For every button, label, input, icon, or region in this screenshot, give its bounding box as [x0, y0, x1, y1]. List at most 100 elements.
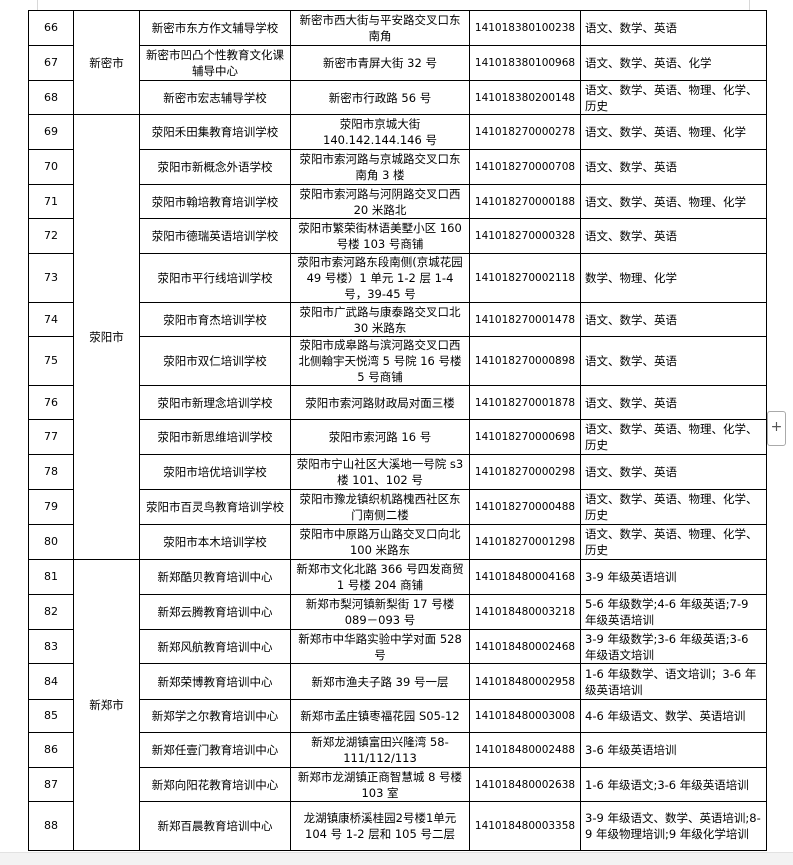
subjects: 语文、数学、英语、物理、化学、历史 — [580, 489, 767, 525]
subjects: 语文、数学、英语 — [580, 149, 767, 185]
row-number: 68 — [28, 80, 74, 115]
license-code: 141018480004168 — [469, 559, 581, 595]
license-code: 141018270000488 — [469, 489, 581, 525]
institution-address: 荥阳市广武路与康泰路交叉口北 30 米路东 — [290, 302, 470, 337]
row-number: 86 — [28, 732, 74, 768]
subjects: 1-6 年级语文;3-6 年级英语培训 — [580, 767, 767, 802]
license-code: 141018480002468 — [469, 629, 581, 664]
license-code: 141018480003008 — [469, 699, 581, 733]
license-code: 141018480003218 — [469, 594, 581, 630]
subjects: 语文、数学、英语 — [580, 302, 767, 337]
row-number: 71 — [28, 184, 74, 219]
license-code: 141018270000328 — [469, 218, 581, 254]
subjects: 语文、数学、英语、物理、化学 — [580, 114, 767, 150]
subjects: 语文、数学、英语 — [580, 454, 767, 490]
subjects: 数学、物理、化学 — [580, 253, 767, 303]
license-code: 141018270002118 — [469, 253, 581, 303]
license-code: 141018480002488 — [469, 732, 581, 768]
subjects: 语文、数学、英语、物理、化学、历史 — [580, 524, 767, 560]
institution-address: 新郑龙湖镇富田兴隆湾 58-111/112/113 — [290, 732, 470, 768]
institution-name: 荥阳市新理念培训学校 — [139, 385, 291, 420]
table-row: 87 新郑向阳花教育培训中心 新郑市龙湖镇正商智慧城 8 号楼 103 室 14101… — [28, 767, 767, 802]
institution-address: 新密市西大街与平安路交叉口东南角 — [290, 10, 470, 46]
row-number: 80 — [28, 524, 74, 560]
license-code: 141018480003358 — [469, 801, 581, 851]
institution-name: 荥阳市德瑞英语培训学校 — [139, 218, 291, 254]
table-row: 74 荥阳市育杰培训学校 荥阳市广武路与康泰路交叉口北 30 米路东 14101827… — [28, 302, 767, 337]
table-row: 84 新郑荣博教育培训中心 新郑市渔夫子路 39 号一层 14101848000295… — [28, 663, 767, 700]
table-row: 86 新郑任壹门教育培训中心 新郑龙湖镇富田兴隆湾 58-111/112/113 14… — [28, 732, 767, 768]
subjects: 语文、数学、英语 — [580, 385, 767, 420]
institution-name: 新郑云腾教育培训中心 — [139, 594, 291, 630]
table-row: 67 新密市凹凸个性教育文化课辅导中心 新密市青屏大街 32 号 1410183801… — [28, 45, 767, 81]
table-row: 72 荥阳市德瑞英语培训学校 荥阳市繁荣街林语美墅小区 160 号楼 103 号商铺… — [28, 218, 767, 254]
institution-name: 荥阳市培优培训学校 — [139, 454, 291, 490]
institution-address: 荥阳市宁山社区大溪地一号院 s3 楼 101、102 号 — [290, 454, 470, 490]
row-number: 84 — [28, 663, 74, 700]
row-number: 72 — [28, 218, 74, 254]
row-number: 78 — [28, 454, 74, 490]
subjects: 1-6 年级数学、语文培训；3-6 年级英语培训 — [580, 663, 767, 700]
license-code: 141018270000708 — [469, 149, 581, 185]
institution-name: 荥阳市新概念外语学校 — [139, 149, 291, 185]
institution-name: 新郑风航教育培训中心 — [139, 629, 291, 664]
page-footer-area — [0, 852, 793, 865]
row-number: 76 — [28, 385, 74, 420]
institution-name: 荥阳市本木培训学校 — [139, 524, 291, 560]
row-number: 87 — [28, 767, 74, 802]
row-number: 81 — [28, 559, 74, 595]
row-number: 69 — [28, 114, 74, 150]
institution-address: 荥阳市索河路财政局对面三楼 — [290, 385, 470, 420]
institution-address: 龙湖镇康桥溪桂园2号楼1单元 104 号 1-2 层和 105 号二层 — [290, 801, 470, 851]
row-number: 79 — [28, 489, 74, 525]
institution-address: 荥阳市索河路与京城路交叉口东南角 3 楼 — [290, 149, 470, 185]
table-row: 81 新郑市 新郑酷贝教育培训中心 新郑市文化北路 366 号四发商贸 1 号楼 20… — [28, 559, 767, 851]
table-row: 73 荥阳市平行线培训学校 荥阳市索河路东段南侧(京城花园 49 号楼）1 单元 1… — [28, 253, 767, 303]
institution-address: 荥阳市成皋路与滨河路交叉口西北侧翰宇天悦湾 5 号院 16 号楼 5 号商铺 — [290, 336, 470, 386]
institution-name: 新密市东方作文辅导学校 — [139, 10, 291, 46]
license-code: 141018480002958 — [469, 663, 581, 700]
table-row: 82 新郑云腾教育培训中心 新郑市梨河镇新梨街 17 号楼 089－093 号 141… — [28, 594, 767, 630]
institution-address: 新密市行政路 56 号 — [290, 80, 470, 115]
institution-address: 新郑市文化北路 366 号四发商贸 1 号楼 204 商铺 — [290, 559, 470, 595]
row-number: 74 — [28, 302, 74, 337]
license-code: 141018380200148 — [469, 80, 581, 115]
institution-address: 荥阳市京城大街 140.142.144.146 号 — [290, 114, 470, 150]
license-code: 141018270000698 — [469, 419, 581, 455]
license-code: 141018380100968 — [469, 45, 581, 81]
institution-address: 荥阳市索河路 16 号 — [290, 419, 470, 455]
institution-address: 新郑市中华路实验中学对面 528 号 — [290, 629, 470, 664]
table-row: 75 荥阳市双仁培训学校 荥阳市成皋路与滨河路交叉口西北侧翰宇天悦湾 5 号院 16… — [28, 336, 767, 386]
table-row: 68 新密市宏志辅导学校 新密市行政路 56 号 141018380200148 语文、… — [28, 80, 767, 115]
row-number: 82 — [28, 594, 74, 630]
page-margin-guide — [749, 0, 750, 10]
institution-name: 荥阳市翰培教育培训学校 — [139, 184, 291, 219]
institution-address: 荥阳市中原路万山路交叉口向北 100 米路东 — [290, 524, 470, 560]
institution-name: 新郑百晨教育培训中心 — [139, 801, 291, 851]
institution-name: 荥阳市育杰培训学校 — [139, 302, 291, 337]
license-code: 141018270000298 — [469, 454, 581, 490]
city-cell: 新密市 — [73, 10, 140, 115]
subjects: 语文、数学、英语、化学 — [580, 45, 767, 81]
institution-address: 荥阳市豫龙镇织机路槐西社区东门南侧二楼 — [290, 489, 470, 525]
subjects: 语文、数学、英语、物理、化学、历史 — [580, 80, 767, 115]
institution-name: 荥阳市新思维培训学校 — [139, 419, 291, 455]
institution-name: 新郑任壹门教育培训中心 — [139, 732, 291, 768]
institution-name: 新郑酷贝教育培训中心 — [139, 559, 291, 595]
row-number: 83 — [28, 629, 74, 664]
table-row: 80 荥阳市本木培训学校 荥阳市中原路万山路交叉口向北 100 米路东 1410182… — [28, 524, 767, 560]
subjects: 3-9 年级语文、数学、英语培训;8-9 年级物理培训;9 年级化学培训 — [580, 801, 767, 851]
subjects: 语文、数学、英语、物理、化学、历史 — [580, 419, 767, 455]
table-row: 71 荥阳市翰培教育培训学校 荥阳市索河路与河阴路交叉口西 20 米路北 141018… — [28, 184, 767, 219]
institution-address: 荥阳市繁荣街林语美墅小区 160 号楼 103 号商铺 — [290, 218, 470, 254]
institution-address: 新郑市龙湖镇正商智慧城 8 号楼 103 室 — [290, 767, 470, 802]
subjects: 语文、数学、英语 — [580, 10, 767, 46]
row-number: 75 — [28, 336, 74, 386]
add-button[interactable]: + — [767, 411, 786, 446]
license-code: 141018270000898 — [469, 336, 581, 386]
institution-address: 荥阳市索河路东段南侧(京城花园 49 号楼）1 单元 1-2 层 1-4 号，3… — [290, 253, 470, 303]
institution-name: 荥阳市双仁培训学校 — [139, 336, 291, 386]
table-row: 76 荥阳市新理念培训学校 荥阳市索河路财政局对面三楼 141018270001878… — [28, 385, 767, 420]
license-code: 141018270000278 — [469, 114, 581, 150]
row-number: 88 — [28, 801, 74, 851]
